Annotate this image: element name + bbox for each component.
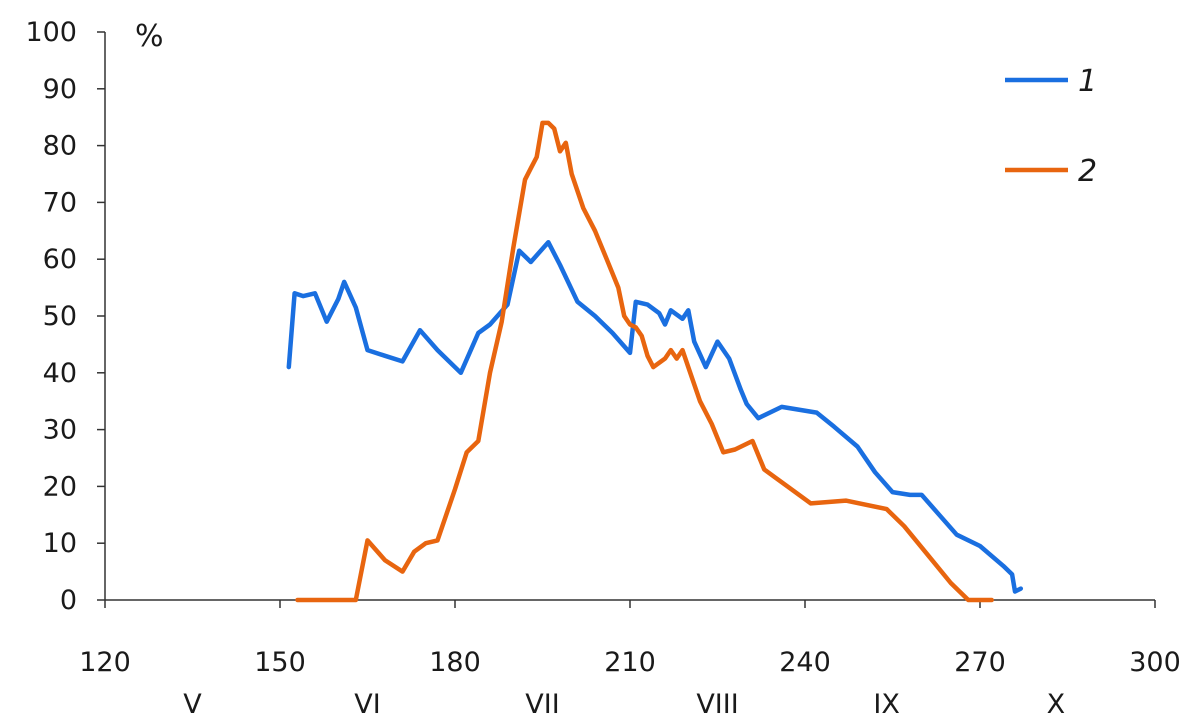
month-label: VII [525,689,559,718]
x-tick-label: 180 [429,647,481,678]
y-tick-label: 50 [43,301,77,332]
axes [104,32,1155,601]
x-tick-label: 240 [779,647,831,678]
x-tick-label: 150 [254,647,306,678]
x-tick-label: 300 [1129,647,1181,678]
month-label: IX [873,689,899,718]
y-tick-group: 0 10 20 30 40 50 60 70 80 90 100 [25,17,105,616]
y-tick-label: 60 [43,244,77,275]
series-line-2 [295,120,994,603]
y-tick-label: 90 [43,74,77,105]
y-tick-label: 10 [43,528,77,559]
series-1 [286,239,1024,594]
y-tick-label: 0 [60,585,77,616]
x-tick-label: 270 [954,647,1006,678]
legend: 12 [1005,64,1097,189]
series-line-1 [286,239,1024,594]
x-tick-group: 120 150 180 210 240 270 300 [79,600,1181,678]
legend-label-2: 2 [1078,154,1097,189]
month-label: VIII [696,689,738,718]
x-tick-label: 210 [604,647,656,678]
y-axis-unit-label: % [135,19,164,54]
legend-label-1: 1 [1078,64,1097,99]
month-label: X [1047,689,1066,718]
y-tick-label: 30 [43,415,77,446]
x-tick-label: 120 [79,647,131,678]
y-tick-label: 80 [43,131,77,162]
y-tick-label: 20 [43,471,77,502]
series-layer [286,120,1024,603]
month-label: V [183,689,202,718]
y-tick-label: 70 [43,187,77,218]
series-2 [295,120,994,603]
month-label-row: V VI VII VIII IX X [183,689,1065,718]
y-tick-label: 40 [43,358,77,389]
y-tick-label: 100 [25,17,77,48]
month-label: VI [354,689,380,718]
